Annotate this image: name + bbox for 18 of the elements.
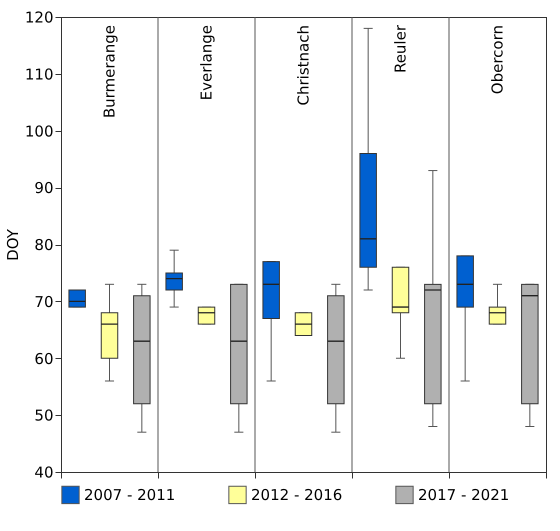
y-tick-label: 50 (34, 406, 54, 425)
y-axis-title: DOY (4, 228, 22, 261)
y-tick-label: 90 (34, 179, 54, 198)
y-tick-label: 80 (34, 236, 54, 254)
y-tick-label: 70 (34, 292, 54, 311)
x-tick-label: Burmerange (100, 25, 118, 118)
legend-label: 2012 - 2016 (251, 486, 342, 504)
y-tick-label: 60 (34, 350, 54, 368)
y-tick-label: 120 (24, 8, 54, 26)
y-tick-label: 40 (34, 464, 54, 482)
x-tick-label: Reuler (392, 24, 410, 74)
y-tick-label: 100 (24, 122, 54, 140)
legend-label: 2007 - 2011 (84, 486, 176, 504)
x-tick-label: Obercorn (488, 25, 506, 94)
x-tick-label: Everlange (198, 25, 216, 100)
y-tick-label: 110 (24, 65, 54, 84)
legend-label: 2017 - 2021 (418, 486, 510, 504)
x-tick-label: Christnach (294, 25, 312, 106)
